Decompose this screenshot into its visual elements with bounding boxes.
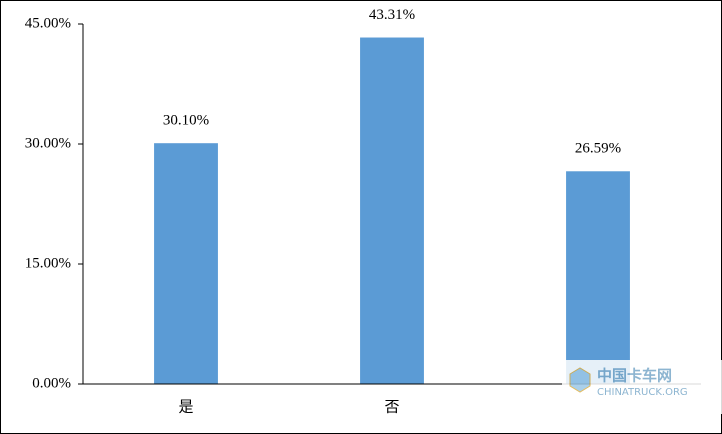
value-label: 26.59% (575, 141, 621, 157)
bar (154, 143, 218, 384)
bar (360, 37, 424, 385)
y-tick-label: 45.00% (25, 15, 71, 31)
watermark-title: 中国卡车网 (597, 367, 672, 385)
x-tick-label: 是 (178, 399, 193, 415)
value-label: 30.10% (163, 113, 209, 129)
value-label: 43.31% (369, 7, 415, 23)
bar (566, 171, 630, 384)
y-tick-label: 30.00% (25, 135, 71, 151)
watermark: 中国卡车网 CHINATRUCK.ORG (562, 360, 722, 414)
watermark-subtitle: CHINATRUCK.ORG (597, 387, 688, 398)
x-tick-label: 否 (384, 399, 399, 415)
y-tick-label: 15.00% (25, 255, 71, 271)
y-tick-label: 0.00% (32, 375, 71, 391)
watermark-logo (569, 367, 591, 393)
